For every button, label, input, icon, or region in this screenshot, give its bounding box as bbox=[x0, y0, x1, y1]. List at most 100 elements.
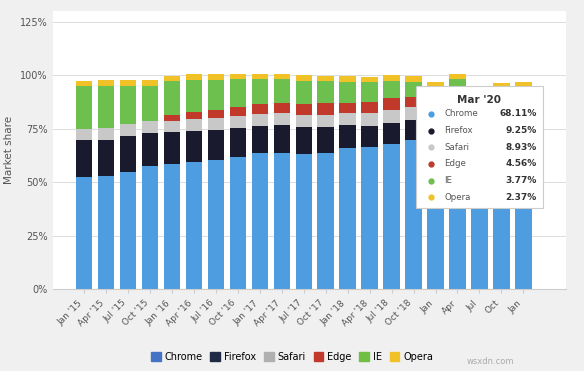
Bar bbox=[120, 172, 136, 289]
Bar bbox=[515, 144, 531, 289]
Bar bbox=[273, 74, 290, 79]
Bar bbox=[449, 104, 465, 118]
Bar bbox=[339, 82, 356, 103]
Bar bbox=[449, 118, 465, 137]
Bar bbox=[296, 81, 312, 104]
Bar bbox=[339, 76, 356, 82]
Bar bbox=[186, 119, 202, 131]
Bar bbox=[449, 137, 465, 289]
Bar bbox=[230, 79, 246, 107]
Bar bbox=[427, 144, 444, 289]
Bar bbox=[296, 154, 312, 289]
Bar bbox=[98, 86, 114, 128]
Bar bbox=[252, 126, 268, 154]
Bar bbox=[164, 115, 180, 121]
Bar bbox=[361, 126, 378, 147]
Bar bbox=[208, 118, 224, 129]
Bar bbox=[296, 127, 312, 154]
Bar bbox=[493, 126, 510, 145]
Bar bbox=[493, 145, 510, 289]
Bar bbox=[493, 88, 510, 103]
Text: 9.25%: 9.25% bbox=[505, 126, 537, 135]
Bar bbox=[120, 124, 136, 136]
Bar bbox=[405, 141, 422, 289]
Bar bbox=[208, 75, 224, 80]
Bar bbox=[76, 81, 92, 86]
Bar bbox=[405, 120, 422, 141]
Bar bbox=[142, 80, 158, 86]
Bar bbox=[515, 124, 531, 144]
Bar bbox=[361, 102, 378, 113]
Text: 8.93%: 8.93% bbox=[505, 143, 537, 152]
Bar bbox=[471, 107, 488, 116]
Bar bbox=[449, 79, 465, 95]
Bar bbox=[361, 82, 378, 102]
Bar bbox=[383, 123, 400, 144]
Text: wsxdn.com: wsxdn.com bbox=[467, 357, 514, 365]
Bar bbox=[186, 112, 202, 119]
Bar bbox=[383, 110, 400, 123]
Bar bbox=[98, 140, 114, 175]
Bar bbox=[339, 103, 356, 113]
Bar bbox=[339, 125, 356, 148]
Bar bbox=[318, 115, 334, 127]
Text: Opera: Opera bbox=[444, 193, 471, 202]
Bar bbox=[405, 82, 422, 97]
Bar bbox=[405, 97, 422, 107]
Bar bbox=[76, 177, 92, 289]
Bar bbox=[164, 81, 180, 115]
Bar bbox=[427, 95, 444, 105]
Bar bbox=[383, 75, 400, 81]
Text: 68.11%: 68.11% bbox=[499, 109, 537, 118]
Bar bbox=[471, 130, 488, 150]
Text: 2.37%: 2.37% bbox=[505, 193, 537, 202]
Bar bbox=[252, 79, 268, 104]
Bar bbox=[230, 107, 246, 116]
Bar bbox=[318, 104, 334, 115]
Bar bbox=[361, 147, 378, 289]
Bar bbox=[208, 80, 224, 110]
Bar bbox=[383, 144, 400, 289]
Bar bbox=[361, 77, 378, 82]
Bar bbox=[273, 103, 290, 113]
Bar bbox=[186, 80, 202, 112]
Bar bbox=[186, 74, 202, 80]
Bar bbox=[208, 110, 224, 118]
Bar bbox=[208, 161, 224, 289]
Text: 3.77%: 3.77% bbox=[505, 176, 537, 185]
Bar bbox=[427, 82, 444, 87]
Bar bbox=[208, 129, 224, 161]
Text: Mar '20: Mar '20 bbox=[457, 95, 502, 105]
Bar bbox=[230, 74, 246, 79]
Bar bbox=[339, 113, 356, 125]
Text: Safari: Safari bbox=[444, 143, 470, 152]
Bar bbox=[471, 150, 488, 289]
Bar bbox=[273, 79, 290, 103]
Bar bbox=[142, 121, 158, 132]
Bar bbox=[515, 105, 531, 124]
Bar bbox=[252, 74, 268, 79]
Bar bbox=[361, 113, 378, 126]
Text: 4.56%: 4.56% bbox=[505, 160, 537, 168]
Bar bbox=[383, 98, 400, 110]
Bar bbox=[318, 81, 334, 104]
Bar bbox=[98, 128, 114, 140]
Bar bbox=[76, 86, 92, 129]
Bar bbox=[252, 114, 268, 126]
Bar bbox=[449, 95, 465, 104]
FancyBboxPatch shape bbox=[416, 86, 543, 208]
Bar bbox=[427, 124, 444, 144]
Bar bbox=[142, 167, 158, 289]
Bar bbox=[164, 76, 180, 81]
Bar bbox=[515, 82, 531, 87]
Bar bbox=[449, 74, 465, 79]
Bar bbox=[98, 80, 114, 86]
Text: IE: IE bbox=[444, 176, 452, 185]
Bar bbox=[273, 113, 290, 125]
Bar bbox=[493, 83, 510, 88]
Bar bbox=[252, 104, 268, 114]
Bar bbox=[76, 140, 92, 177]
Bar bbox=[427, 105, 444, 124]
Bar bbox=[120, 80, 136, 86]
Bar bbox=[230, 157, 246, 289]
